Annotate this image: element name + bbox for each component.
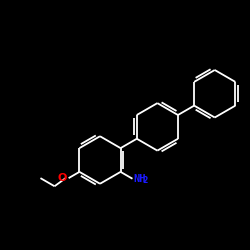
Text: O: O <box>58 173 67 183</box>
Text: NH: NH <box>133 174 145 184</box>
Text: 2: 2 <box>142 176 147 185</box>
